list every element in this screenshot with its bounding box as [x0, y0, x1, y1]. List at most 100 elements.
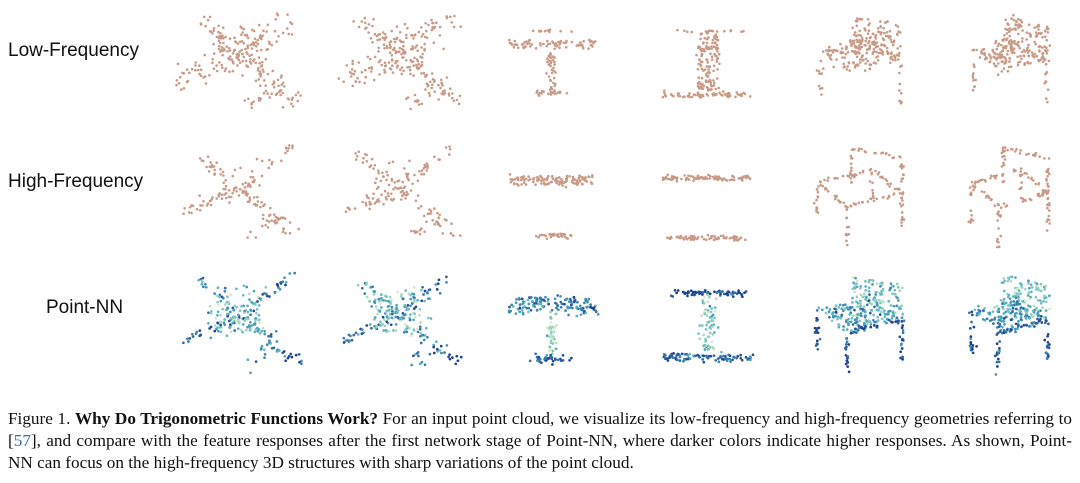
point [379, 179, 383, 183]
point [544, 295, 547, 299]
point [553, 84, 556, 87]
point [565, 178, 568, 181]
point [251, 41, 255, 44]
point [535, 176, 538, 179]
point [261, 213, 265, 217]
point [1046, 88, 1050, 91]
point [1035, 55, 1039, 58]
point [406, 325, 409, 328]
point [280, 216, 283, 219]
point [549, 329, 553, 332]
point [404, 328, 407, 332]
point [1022, 323, 1026, 327]
point [394, 315, 398, 319]
point [887, 52, 890, 55]
point [735, 292, 739, 296]
point [235, 190, 238, 193]
point [1002, 319, 1006, 323]
point [234, 40, 238, 44]
point [204, 24, 207, 28]
point [199, 68, 203, 71]
point [715, 47, 718, 51]
point [275, 350, 279, 353]
point [248, 292, 251, 296]
point [548, 42, 552, 45]
point [1004, 205, 1007, 208]
point [553, 60, 556, 64]
point [1045, 52, 1049, 55]
point [706, 31, 710, 34]
point [1003, 279, 1007, 283]
point [384, 330, 388, 333]
point [882, 300, 885, 304]
point [700, 67, 704, 71]
point [434, 340, 438, 344]
point [874, 33, 878, 37]
point [1001, 325, 1004, 329]
point [387, 61, 391, 64]
point [1028, 32, 1031, 35]
point [833, 307, 836, 311]
point [1042, 294, 1046, 298]
point [388, 51, 392, 54]
point [405, 190, 408, 194]
point [539, 302, 543, 306]
point [847, 225, 851, 229]
caption-reference-link[interactable]: 57 [13, 431, 31, 450]
point [714, 358, 718, 362]
point [898, 202, 902, 205]
point [513, 182, 516, 185]
point [540, 297, 543, 301]
point [981, 317, 985, 321]
point [412, 301, 415, 304]
point [671, 295, 675, 298]
point [220, 63, 224, 67]
point [708, 326, 712, 329]
point [703, 49, 706, 53]
point [409, 107, 412, 111]
point [275, 40, 278, 43]
point [520, 297, 524, 301]
point [550, 71, 554, 75]
point [375, 307, 379, 311]
point [1004, 18, 1007, 22]
point [716, 357, 720, 360]
point [1027, 43, 1030, 47]
point [1029, 283, 1033, 287]
point [729, 360, 732, 363]
point [175, 79, 179, 82]
point [690, 95, 694, 99]
point [187, 340, 190, 343]
point [1002, 202, 1006, 205]
point [244, 181, 247, 185]
point [545, 334, 549, 338]
point [553, 56, 556, 59]
point [688, 352, 692, 356]
point [356, 333, 360, 336]
point [817, 306, 821, 310]
point [534, 183, 537, 186]
point [383, 324, 387, 328]
point [254, 204, 258, 207]
point [845, 359, 849, 362]
point [714, 87, 718, 91]
point [202, 285, 205, 289]
point [826, 179, 829, 182]
point [832, 65, 835, 69]
point [857, 33, 860, 37]
point [880, 43, 883, 47]
point [971, 76, 975, 80]
point [418, 232, 422, 236]
point [705, 72, 708, 75]
point [406, 172, 410, 176]
point [433, 223, 437, 226]
point [840, 307, 844, 311]
point [218, 325, 222, 329]
point [716, 175, 719, 179]
point [724, 357, 727, 361]
point [380, 193, 383, 196]
point [1011, 325, 1014, 329]
point [229, 317, 232, 320]
point [989, 57, 993, 60]
point [377, 299, 381, 303]
